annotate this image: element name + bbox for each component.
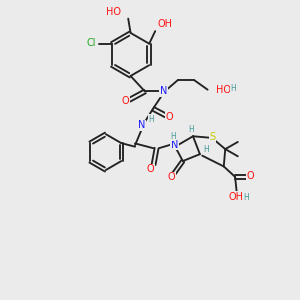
- Text: H: H: [204, 145, 209, 154]
- Text: HO: HO: [106, 7, 121, 17]
- Text: N: N: [138, 120, 145, 130]
- Text: O: O: [166, 112, 173, 122]
- Text: S: S: [210, 132, 216, 142]
- Text: H: H: [243, 193, 249, 202]
- Text: Cl: Cl: [87, 38, 96, 48]
- Text: O: O: [122, 96, 129, 106]
- Text: H: H: [148, 115, 154, 124]
- Text: HO: HO: [216, 85, 231, 95]
- Text: OH: OH: [158, 19, 172, 29]
- Text: H: H: [170, 132, 176, 141]
- Text: N: N: [160, 86, 167, 97]
- Text: OH: OH: [229, 192, 244, 202]
- Text: O: O: [147, 164, 154, 174]
- Text: H: H: [189, 124, 194, 134]
- Text: O: O: [168, 172, 175, 182]
- Text: H: H: [230, 84, 236, 93]
- Text: N: N: [171, 140, 178, 150]
- Text: O: O: [247, 171, 254, 181]
